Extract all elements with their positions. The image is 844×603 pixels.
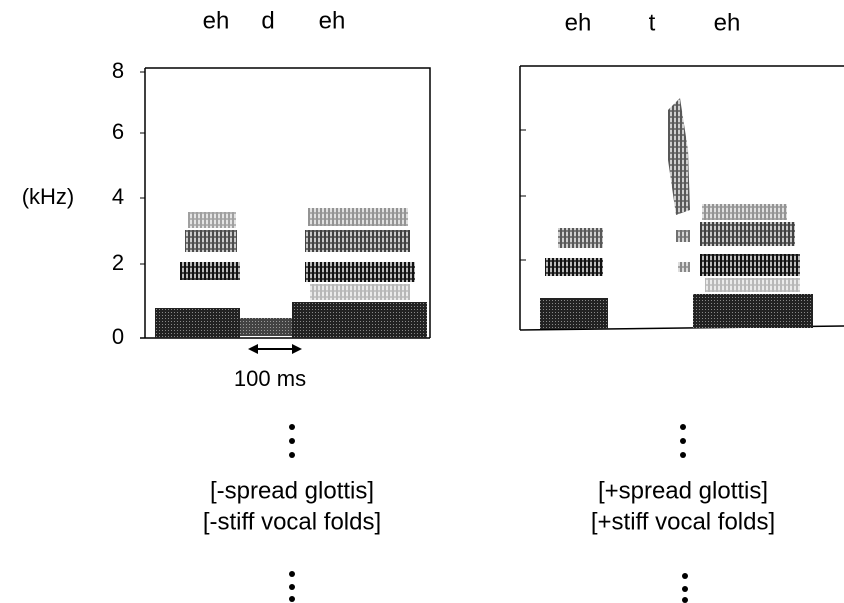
tick-label: 2	[112, 250, 124, 275]
segment-label: eh	[203, 7, 230, 34]
axis-label: (kHz)	[22, 184, 75, 209]
ellipsis-dots	[680, 424, 688, 603]
segment-label: d	[261, 7, 274, 34]
scale-label: 100 ms	[234, 366, 306, 391]
left-panel: eh d eh (kHz) 0 2 4 6 8	[22, 7, 431, 602]
right-panel: eh t eh [+sp	[519, 9, 844, 603]
tick-label: 0	[112, 324, 124, 349]
tick-label: 4	[112, 184, 124, 209]
duration-arrow	[248, 344, 302, 354]
spectrogram	[519, 65, 844, 331]
feature-label: [+spread glottis]	[598, 477, 768, 504]
feature-label: [-spread glottis]	[210, 477, 374, 504]
feature-label: [-stiff vocal folds]	[203, 508, 381, 535]
tick-label: 6	[112, 119, 124, 144]
feature-label: [+stiff vocal folds]	[591, 508, 775, 535]
spectrogram	[140, 67, 431, 339]
segment-label: eh	[319, 7, 346, 34]
tick-label: 8	[112, 58, 124, 83]
ellipsis-dots	[289, 424, 295, 602]
segment-label: t	[649, 9, 656, 36]
segment-label: eh	[565, 9, 592, 36]
segment-label: eh	[714, 9, 741, 36]
